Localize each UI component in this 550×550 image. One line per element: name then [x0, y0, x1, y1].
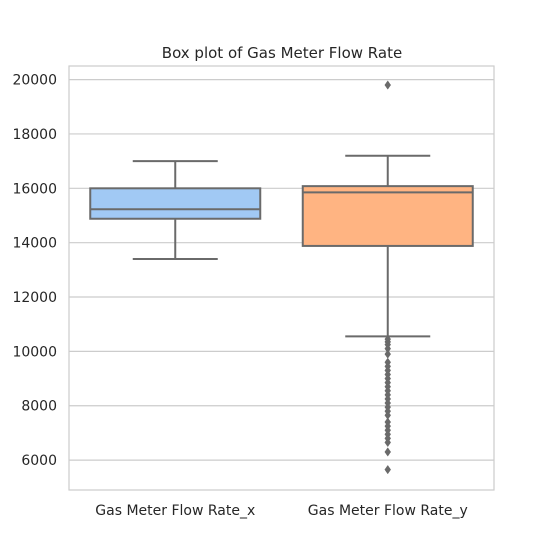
box-iqr — [301, 185, 474, 247]
y-tick-label: 6000 — [21, 453, 57, 469]
plot-area-border — [68, 65, 495, 491]
y-tick-label: 16000 — [12, 181, 57, 197]
plot-area-background — [69, 66, 494, 490]
x-tick-label: Gas Meter Flow Rate_y — [308, 503, 468, 519]
y-tick-label: 14000 — [12, 236, 57, 252]
box-iqr — [89, 187, 262, 220]
outlier-point — [384, 80, 391, 90]
box-group — [89, 160, 262, 260]
outlier-point — [384, 437, 391, 448]
y-tick-label: 12000 — [12, 290, 57, 306]
chart-title: Box plot of Gas Meter Flow Rate — [162, 44, 402, 62]
outlier-point — [384, 464, 391, 475]
boxes — [89, 80, 474, 475]
outlier-point — [384, 447, 391, 457]
x-tick-label: Gas Meter Flow Rate_x — [95, 503, 255, 519]
x-tick-labels: Gas Meter Flow Rate_x Gas Meter Flow Rate… — [95, 503, 467, 519]
y-tick-label: 18000 — [12, 127, 57, 143]
y-tick-labels: 6000 8000 10000 12000 14000 16000 18000 20000 — [12, 73, 57, 470]
y-tick-label: 8000 — [21, 399, 57, 415]
box-group — [301, 80, 474, 475]
y-tick-label: 10000 — [12, 344, 57, 360]
y-tick-label: 20000 — [12, 73, 57, 89]
